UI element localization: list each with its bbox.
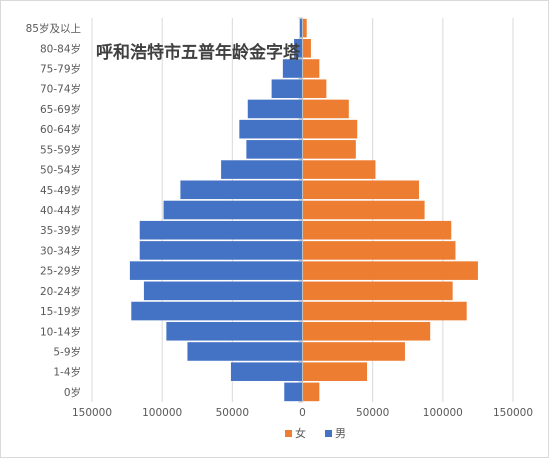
bar-male-2 [187, 342, 303, 361]
bar-male-7 [139, 241, 303, 260]
legend-label: 男 [335, 427, 346, 440]
bar-female-14 [302, 99, 349, 119]
bar-male-5 [143, 281, 303, 301]
bar-female-17 [302, 39, 311, 58]
bar-female-12 [302, 140, 356, 159]
category-label: 60-64岁 [40, 123, 81, 136]
legend: 女男 [285, 426, 346, 440]
bars [129, 18, 478, 402]
bar-male-8 [139, 220, 303, 240]
category-label: 1-4岁 [53, 366, 81, 379]
legend-label: 女 [295, 426, 306, 440]
x-tick-label: 50000 [356, 407, 389, 419]
category-label: 65-69岁 [40, 103, 81, 116]
x-tick-label: 150000 [72, 407, 112, 419]
category-label: 55-59岁 [40, 143, 81, 156]
legend-swatch-1 [325, 430, 332, 437]
x-tick-label: 50000 [216, 407, 249, 419]
chart-title: 呼和浩特市五普年龄金字塔 [96, 42, 301, 63]
bar-male-4 [131, 301, 303, 321]
category-label: 70-74岁 [40, 83, 81, 96]
bar-female-0 [302, 382, 320, 402]
category-label: 30-34岁 [40, 244, 81, 257]
bar-male-16 [282, 59, 303, 78]
bar-male-14 [247, 99, 303, 119]
bar-female-13 [302, 119, 358, 139]
bar-female-15 [302, 79, 327, 99]
bar-female-1 [302, 362, 368, 381]
x-tick-label: 0 [299, 407, 306, 419]
category-label: 50-54岁 [40, 164, 81, 177]
bar-male-12 [246, 140, 303, 159]
bar-female-11 [302, 160, 376, 179]
category-label: 85岁及以上 [26, 22, 81, 35]
bar-female-6 [302, 261, 478, 280]
bar-male-18 [299, 18, 303, 38]
bar-male-11 [221, 160, 303, 179]
category-label: 75-79岁 [40, 63, 81, 76]
bar-male-1 [230, 362, 303, 381]
x-tick-label: 100000 [423, 407, 463, 419]
category-label: 10-14岁 [40, 325, 81, 338]
x-tick-label: 100000 [142, 407, 182, 419]
category-label: 25-29岁 [40, 265, 81, 278]
bar-female-16 [302, 59, 320, 78]
bar-male-3 [166, 321, 303, 341]
bar-female-5 [302, 281, 453, 301]
bar-female-9 [302, 200, 425, 220]
bar-female-2 [302, 342, 405, 361]
category-label: 40-44岁 [40, 204, 81, 217]
bar-male-9 [163, 200, 303, 220]
bar-female-10 [302, 180, 419, 200]
bar-female-7 [302, 241, 456, 260]
category-label: 15-19岁 [40, 305, 81, 318]
bar-male-13 [239, 119, 303, 139]
bar-male-10 [180, 180, 303, 200]
x-tick-label: 150000 [493, 407, 533, 419]
bar-male-6 [129, 261, 303, 280]
bar-female-18 [302, 18, 307, 38]
legend-swatch-0 [285, 430, 292, 437]
category-label: 35-39岁 [40, 224, 81, 237]
category-label: 0岁 [64, 386, 81, 399]
category-label: 20-24岁 [40, 285, 81, 298]
bar-male-15 [271, 79, 303, 99]
bar-male-0 [284, 382, 303, 402]
category-label: 5-9岁 [53, 345, 81, 358]
bar-male-17 [294, 39, 303, 58]
bar-female-3 [302, 321, 431, 341]
category-label: 45-49岁 [40, 184, 81, 197]
category-label: 80-84岁 [40, 42, 81, 55]
bar-female-8 [302, 220, 452, 240]
axes: 0岁 1-4岁 5-9岁 10-14岁 15-19岁 20-24岁 25-29岁 30-34岁… [26, 17, 533, 419]
bar-female-4 [302, 301, 467, 321]
